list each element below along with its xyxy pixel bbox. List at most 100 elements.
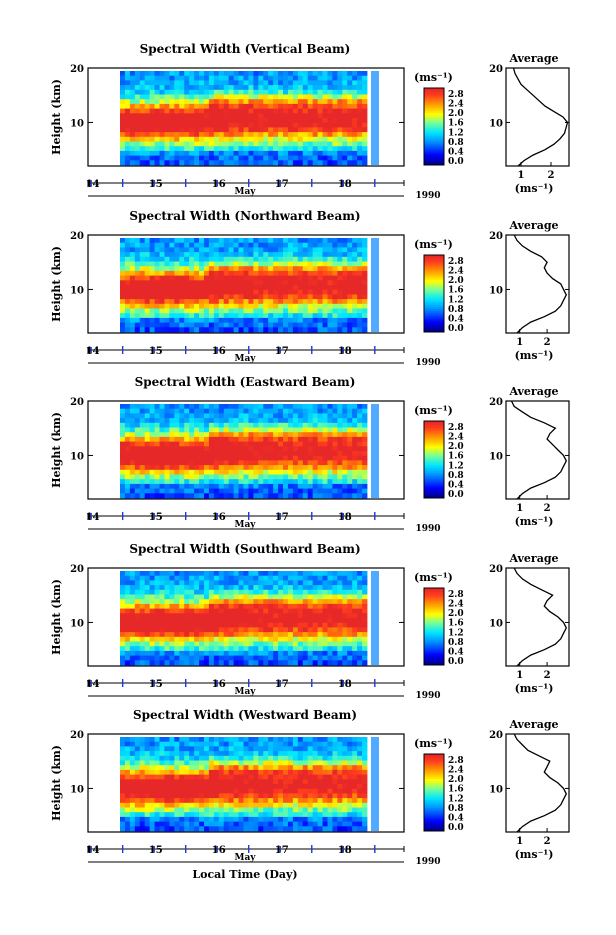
- heatmap-cell: [318, 571, 323, 576]
- heatmap-cell: [239, 113, 244, 118]
- heatmap-cell: [125, 627, 130, 632]
- heatmap-cell: [214, 660, 219, 665]
- heatmap-cell: [288, 146, 293, 151]
- heatmap-cell: [303, 285, 308, 290]
- heatmap-cell: [263, 479, 268, 484]
- heatmap-cell: [229, 585, 234, 590]
- heatmap-cell: [263, 609, 268, 614]
- heatmap-cell: [332, 428, 337, 433]
- heatmap-cell: [244, 76, 249, 81]
- heatmap-cell: [164, 437, 169, 442]
- heatmap-cell: [313, 604, 318, 609]
- heatmap-cell: [189, 238, 194, 243]
- heatmap-cell: [214, 479, 219, 484]
- heatmap-cell: [303, 432, 308, 437]
- heatmap-cell: [278, 595, 283, 600]
- heatmap-cell: [337, 604, 342, 609]
- heatmap-cell: [273, 585, 278, 590]
- heatmap-cell: [179, 737, 184, 742]
- heatmap-cell: [229, 299, 234, 304]
- heatmap-cell: [160, 409, 165, 414]
- heatmap-cell: [253, 613, 258, 618]
- heatmap-cell: [263, 266, 268, 271]
- heatmap-cell: [337, 123, 342, 128]
- heatmap-cell: [239, 789, 244, 794]
- heatmap-cell: [308, 656, 313, 661]
- heatmap-cell: [169, 451, 174, 456]
- heatmap-cell: [357, 160, 362, 165]
- heatmap-cell: [125, 651, 130, 656]
- heatmap-cell: [130, 751, 135, 756]
- heatmap-cell: [125, 151, 130, 156]
- heatmap-cell: [293, 318, 298, 323]
- heatmap-cell: [337, 493, 342, 498]
- heatmap-cell: [184, 493, 189, 498]
- heatmap-cell: [327, 156, 332, 161]
- heatmap-cell: [125, 276, 130, 281]
- colorbar-tick-label: 1.6: [448, 452, 464, 462]
- heatmap-cell: [155, 465, 160, 470]
- heatmap-cell: [224, 85, 229, 90]
- heatmap-cell: [189, 146, 194, 151]
- heatmap-cell: [357, 280, 362, 285]
- heatmap-cell: [174, 609, 179, 614]
- heatmap-cell: [234, 266, 239, 271]
- heatmap-cell: [145, 123, 150, 128]
- heatmap-cell: [150, 571, 155, 576]
- heatmap-cell: [327, 442, 332, 447]
- heatmap-cell: [244, 737, 249, 742]
- heatmap-cell: [140, 137, 145, 142]
- heatmap-cell: [174, 580, 179, 585]
- heatmap-cell: [189, 266, 194, 271]
- heatmap-cell: [298, 623, 303, 628]
- heatmap-cell: [229, 257, 234, 262]
- heatmap-cell: [244, 146, 249, 151]
- heatmap-cell: [125, 290, 130, 295]
- heatmap-cell: [204, 80, 209, 85]
- heatmap-cell: [160, 604, 165, 609]
- heatmap-cell: [189, 137, 194, 142]
- heatmap-cell: [164, 118, 169, 123]
- heatmap-cell: [160, 247, 165, 252]
- heatmap-cell: [120, 470, 125, 475]
- heatmap-cell: [219, 262, 224, 267]
- heatmap-cell: [229, 280, 234, 285]
- heatmap-cell: [120, 423, 125, 428]
- heatmap-cell: [268, 651, 273, 656]
- heatmap-cell: [337, 646, 342, 651]
- heatmap-cell: [184, 484, 189, 489]
- heatmap-cell: [174, 160, 179, 165]
- heatmap-cell: [327, 271, 332, 276]
- heatmap-cell: [283, 243, 288, 248]
- heatmap-cell: [150, 770, 155, 775]
- heatmap-cell: [313, 446, 318, 451]
- heatmap-cell: [347, 404, 352, 409]
- heatmap-cell: [224, 637, 229, 642]
- heatmap-cell: [140, 309, 145, 314]
- heatmap-cell: [273, 418, 278, 423]
- heatmap-cell: [204, 737, 209, 742]
- heatmap-cell: [308, 489, 313, 494]
- heatmap-cell: [288, 99, 293, 104]
- heatmap-cell: [130, 323, 135, 328]
- heatmap-cell: [174, 404, 179, 409]
- heatmap-cell: [204, 327, 209, 332]
- heatmap-cell: [140, 238, 145, 243]
- heatmap-cell: [174, 409, 179, 414]
- heatmap-cell: [258, 418, 263, 423]
- heatmap-cell: [164, 318, 169, 323]
- heatmap-cell: [278, 475, 283, 480]
- heatmap-cell: [120, 613, 125, 618]
- heatmap-cell: [313, 247, 318, 252]
- heatmap-cell: [125, 243, 130, 248]
- heatmap-cell: [263, 252, 268, 257]
- heatmap-cell: [239, 479, 244, 484]
- heatmap-cell: [155, 656, 160, 661]
- heatmap-cell: [352, 238, 357, 243]
- heatmap-cell: [204, 309, 209, 314]
- heatmap-cell: [199, 418, 204, 423]
- heatmap-cell: [209, 580, 214, 585]
- heatmap-cell: [150, 80, 155, 85]
- heatmap-cell: [253, 604, 258, 609]
- heatmap-cell: [268, 404, 273, 409]
